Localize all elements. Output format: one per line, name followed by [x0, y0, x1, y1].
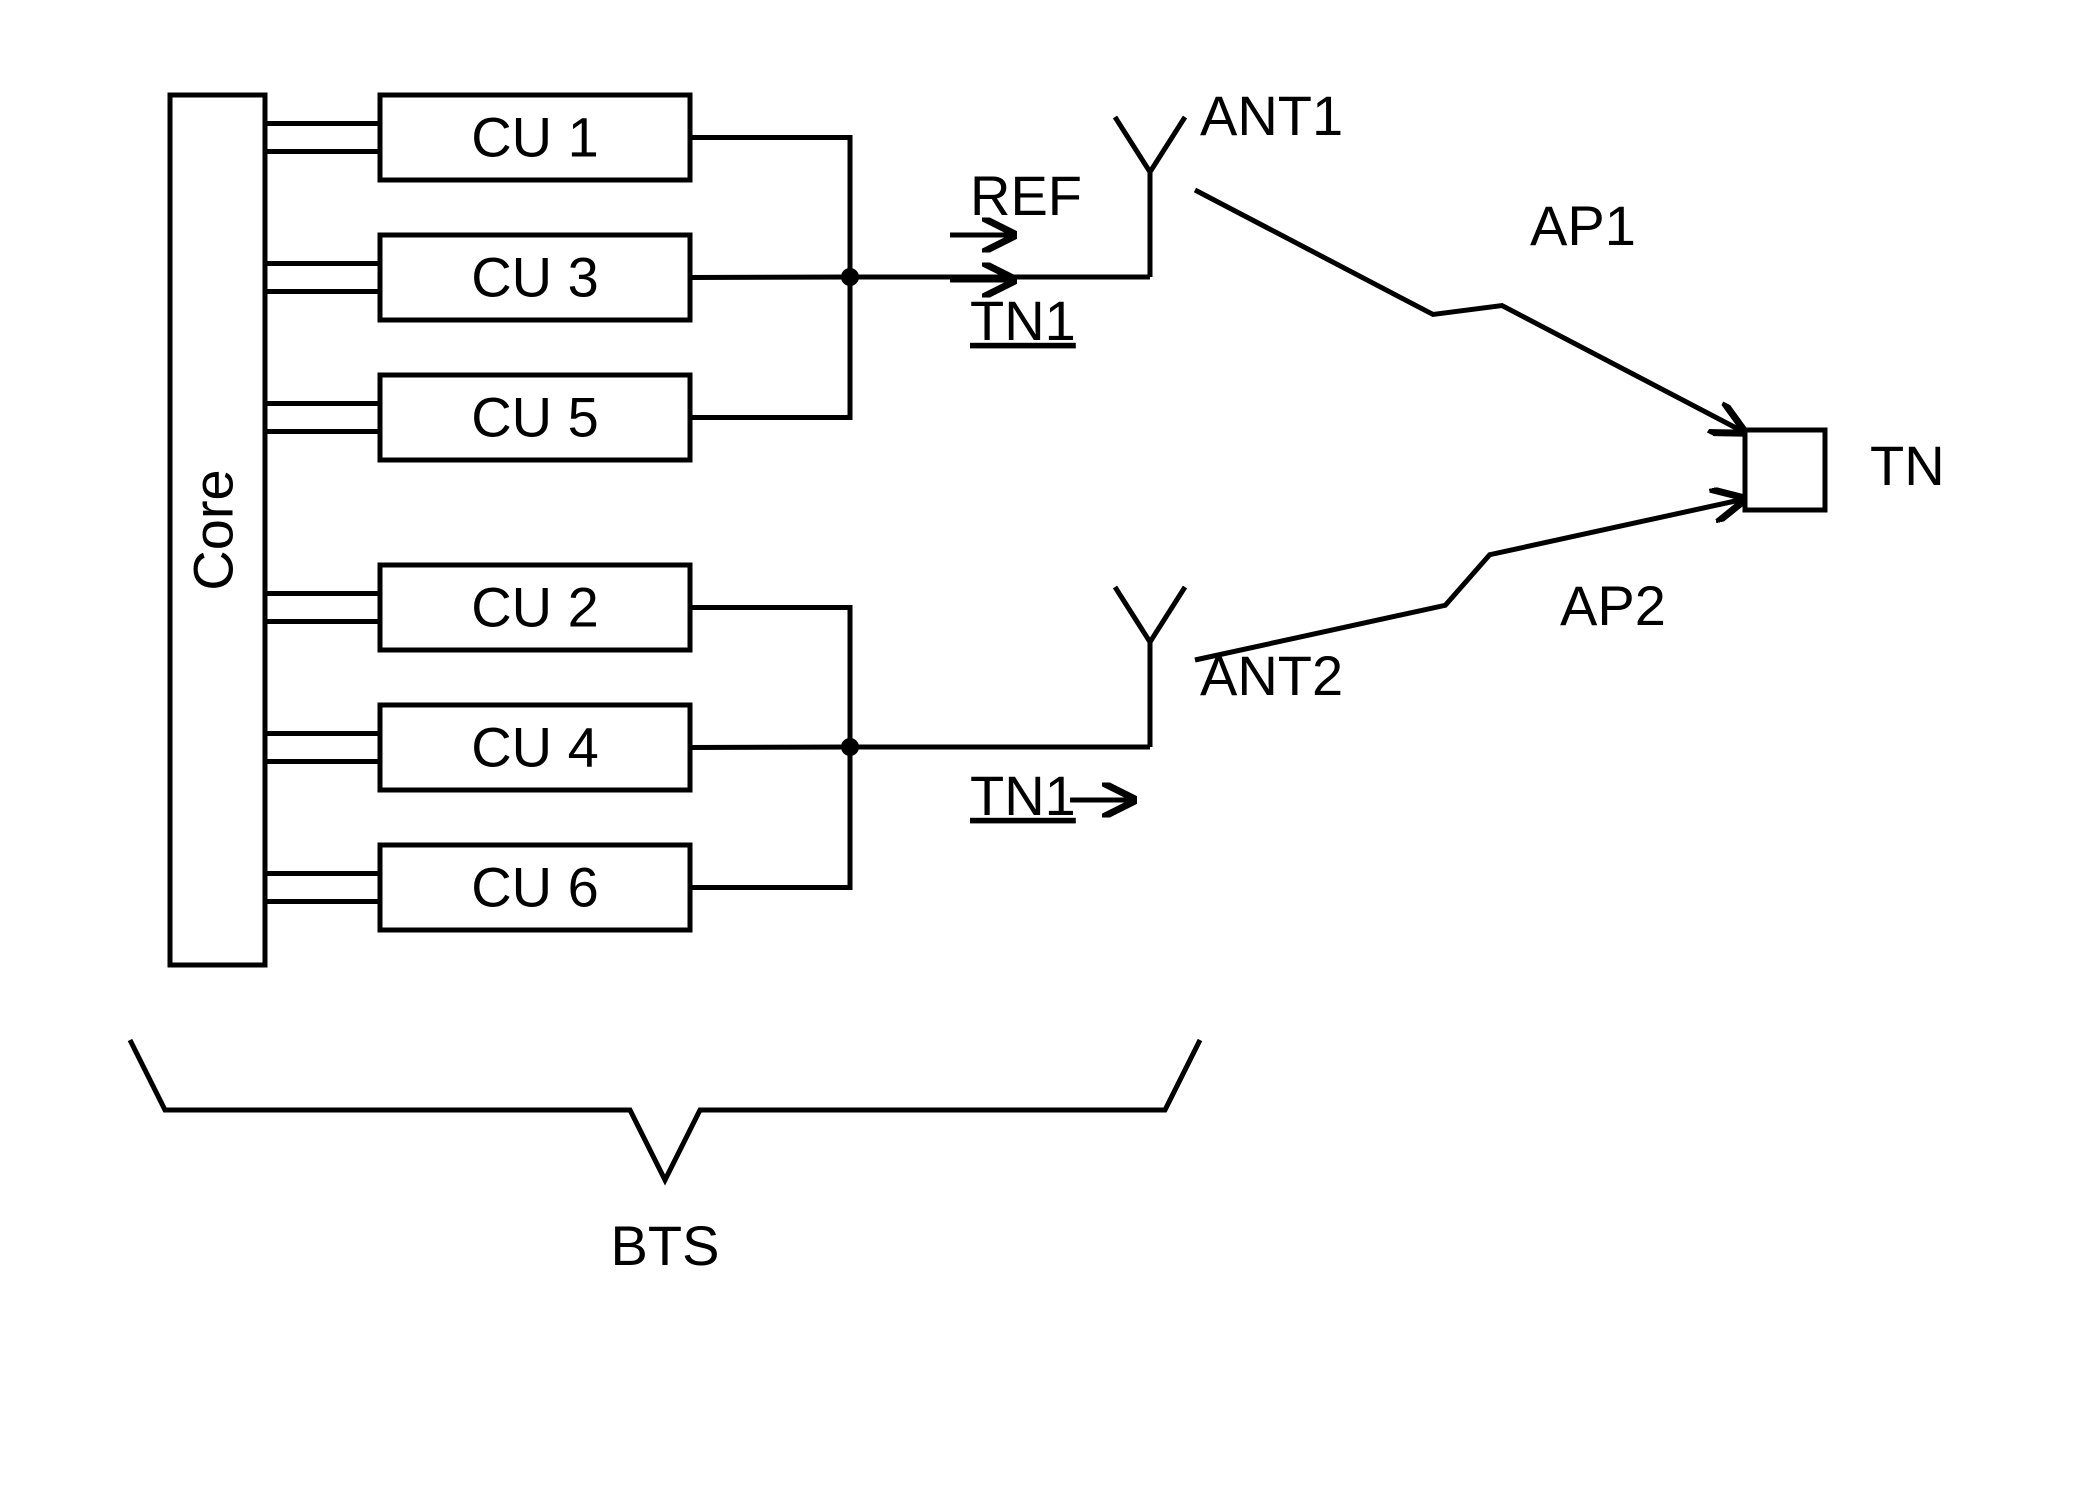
bts-diagram: CoreCU 1CU 3CU 5CU 2CU 4CU 6ANT1ANT2REFT…: [0, 0, 2094, 1500]
tn-box: [1745, 430, 1825, 510]
ap1-path: [1195, 190, 1740, 430]
cu5-label: CU 5: [471, 385, 599, 448]
core-label: Core: [181, 469, 244, 590]
cu3-label: CU 3: [471, 245, 599, 308]
ant1-v-left: [1115, 117, 1150, 172]
ant1-label: ANT1: [1200, 84, 1343, 147]
cu6-to-junction: [690, 747, 850, 888]
tn1b-label: TN1: [970, 764, 1076, 827]
bts-label: BTS: [611, 1214, 720, 1277]
ant1-v-right: [1150, 117, 1185, 172]
ant2-v-right: [1150, 587, 1185, 642]
tn-label: TN: [1870, 434, 1945, 497]
ref-label: REF: [970, 164, 1082, 227]
cu4-label: CU 4: [471, 715, 599, 778]
cu5-to-junction: [690, 277, 850, 418]
ap1-label: AP1: [1530, 194, 1636, 257]
cu1-label: CU 1: [471, 105, 599, 168]
bts-brace: [130, 1040, 1200, 1180]
cu1-to-junction: [690, 138, 850, 278]
ant2-v-left: [1115, 587, 1150, 642]
cu6-label: CU 6: [471, 855, 599, 918]
cu2-to-junction: [690, 608, 850, 748]
tn1a-label: TN1: [970, 289, 1076, 352]
ap2-label: AP2: [1560, 574, 1666, 637]
cu2-label: CU 2: [471, 575, 599, 638]
